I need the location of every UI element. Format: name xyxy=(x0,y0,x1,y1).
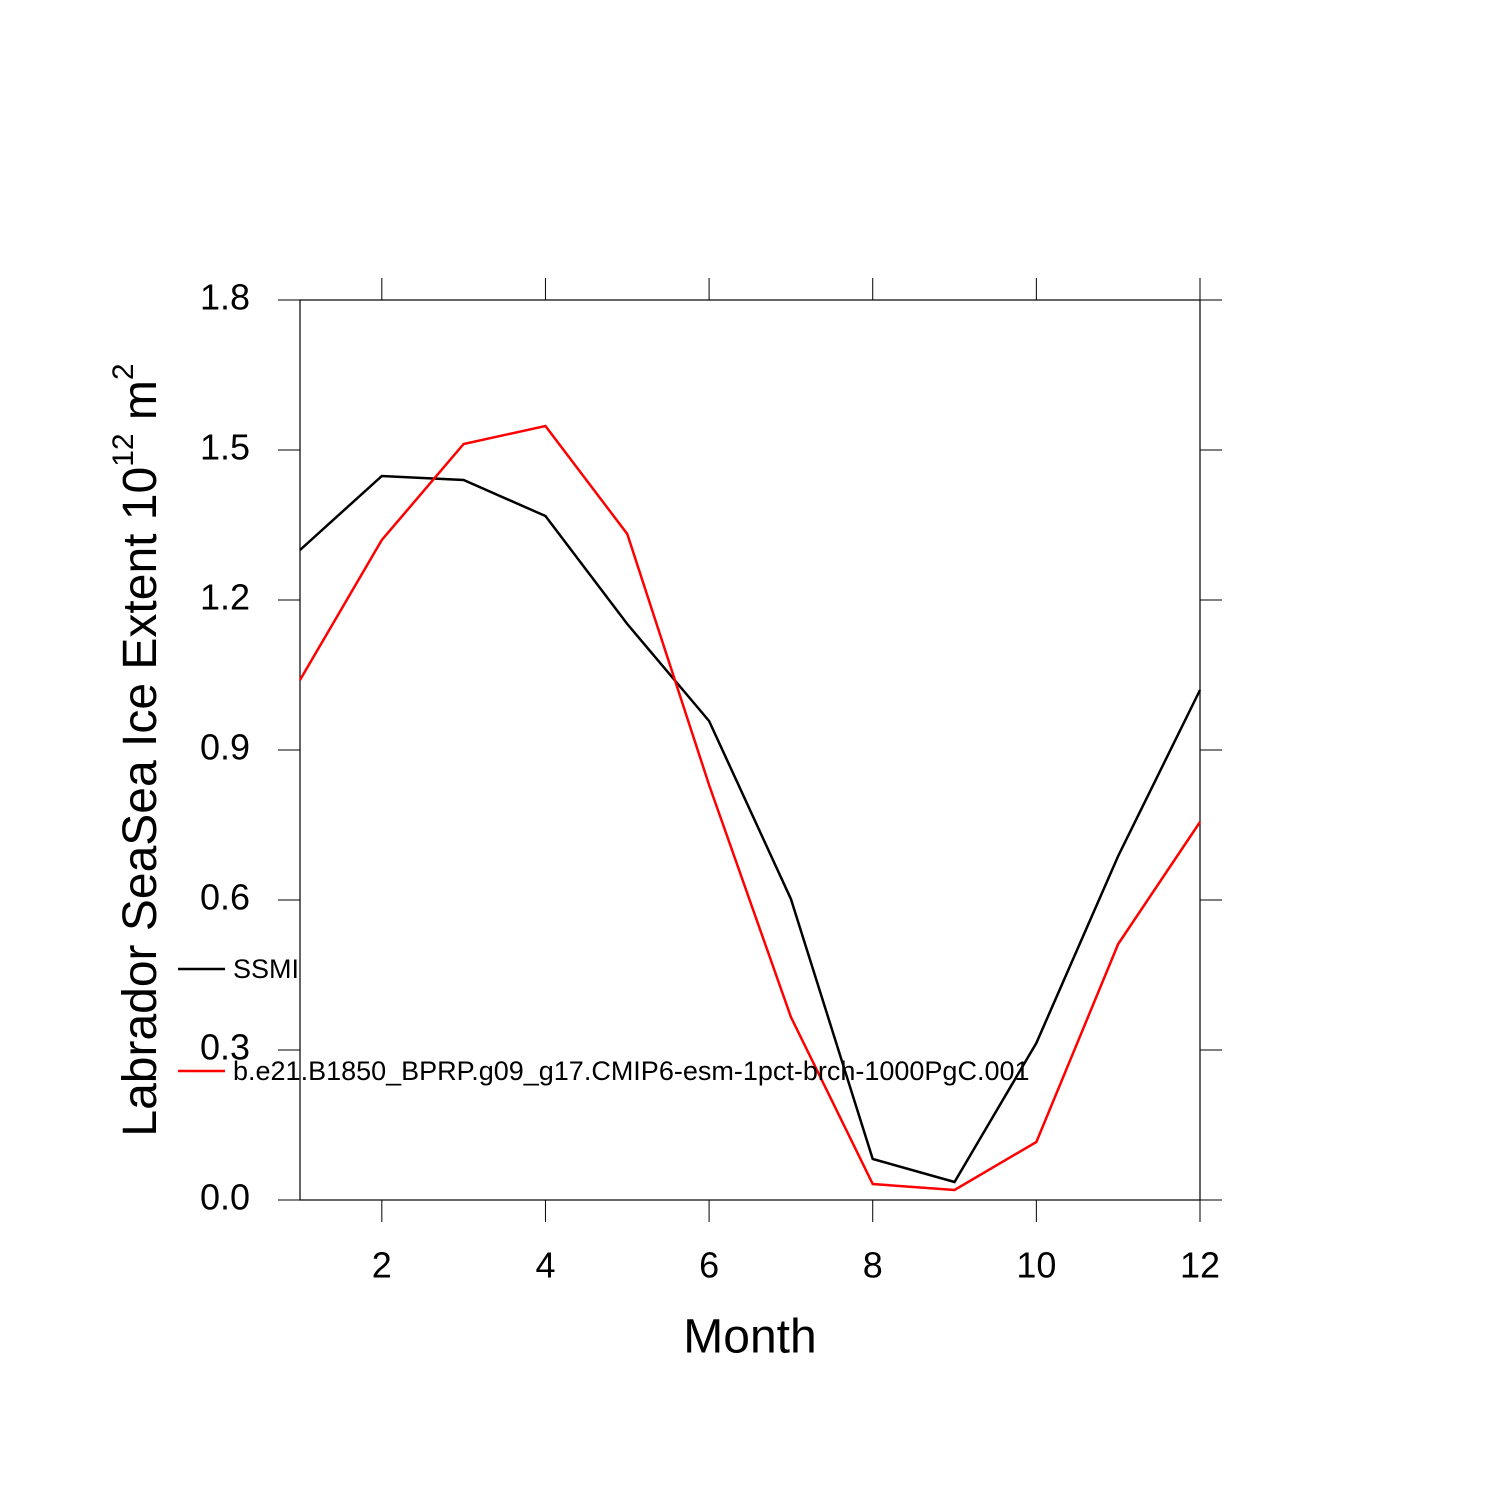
data-line xyxy=(299,474,1202,1184)
x-tick-label: 10 xyxy=(1016,1245,1056,1286)
legend-label: SSMI xyxy=(233,954,299,984)
y-tick-label: 0.6 xyxy=(200,877,250,918)
x-tick-label: 4 xyxy=(535,1245,555,1286)
x-tick-label: 8 xyxy=(863,1245,883,1286)
data-line xyxy=(298,424,1202,1192)
y-axis-title: Labrador SeaSea Ice Extent 1012 m2 xyxy=(107,363,167,1136)
y-axis-title-superscript: 12 xyxy=(107,433,140,466)
y-tick-label: 1.2 xyxy=(200,577,250,618)
y-axis-title-part: Labrador SeaSea Ice Extent 10 xyxy=(114,467,167,1137)
y-tick-label: 0.0 xyxy=(200,1177,250,1218)
x-tick-label: 2 xyxy=(372,1245,392,1286)
x-tick-label: 12 xyxy=(1180,1245,1220,1286)
y-tick-label: 0.9 xyxy=(200,727,250,768)
legend-label: b.e21.B1850_BPRP.g09_g17.CMIP6-esm-1pct-… xyxy=(233,1056,1030,1086)
y-axis-title-superscript: 2 xyxy=(107,363,140,380)
y-tick-label: 0.3 xyxy=(200,1027,250,1068)
x-axis-title: Month xyxy=(683,1311,816,1364)
y-tick-label: 1.8 xyxy=(200,277,250,318)
y-axis-title-part: m xyxy=(114,380,167,433)
x-tick-label: 6 xyxy=(699,1245,719,1286)
y-tick-label: 1.5 xyxy=(200,427,250,468)
